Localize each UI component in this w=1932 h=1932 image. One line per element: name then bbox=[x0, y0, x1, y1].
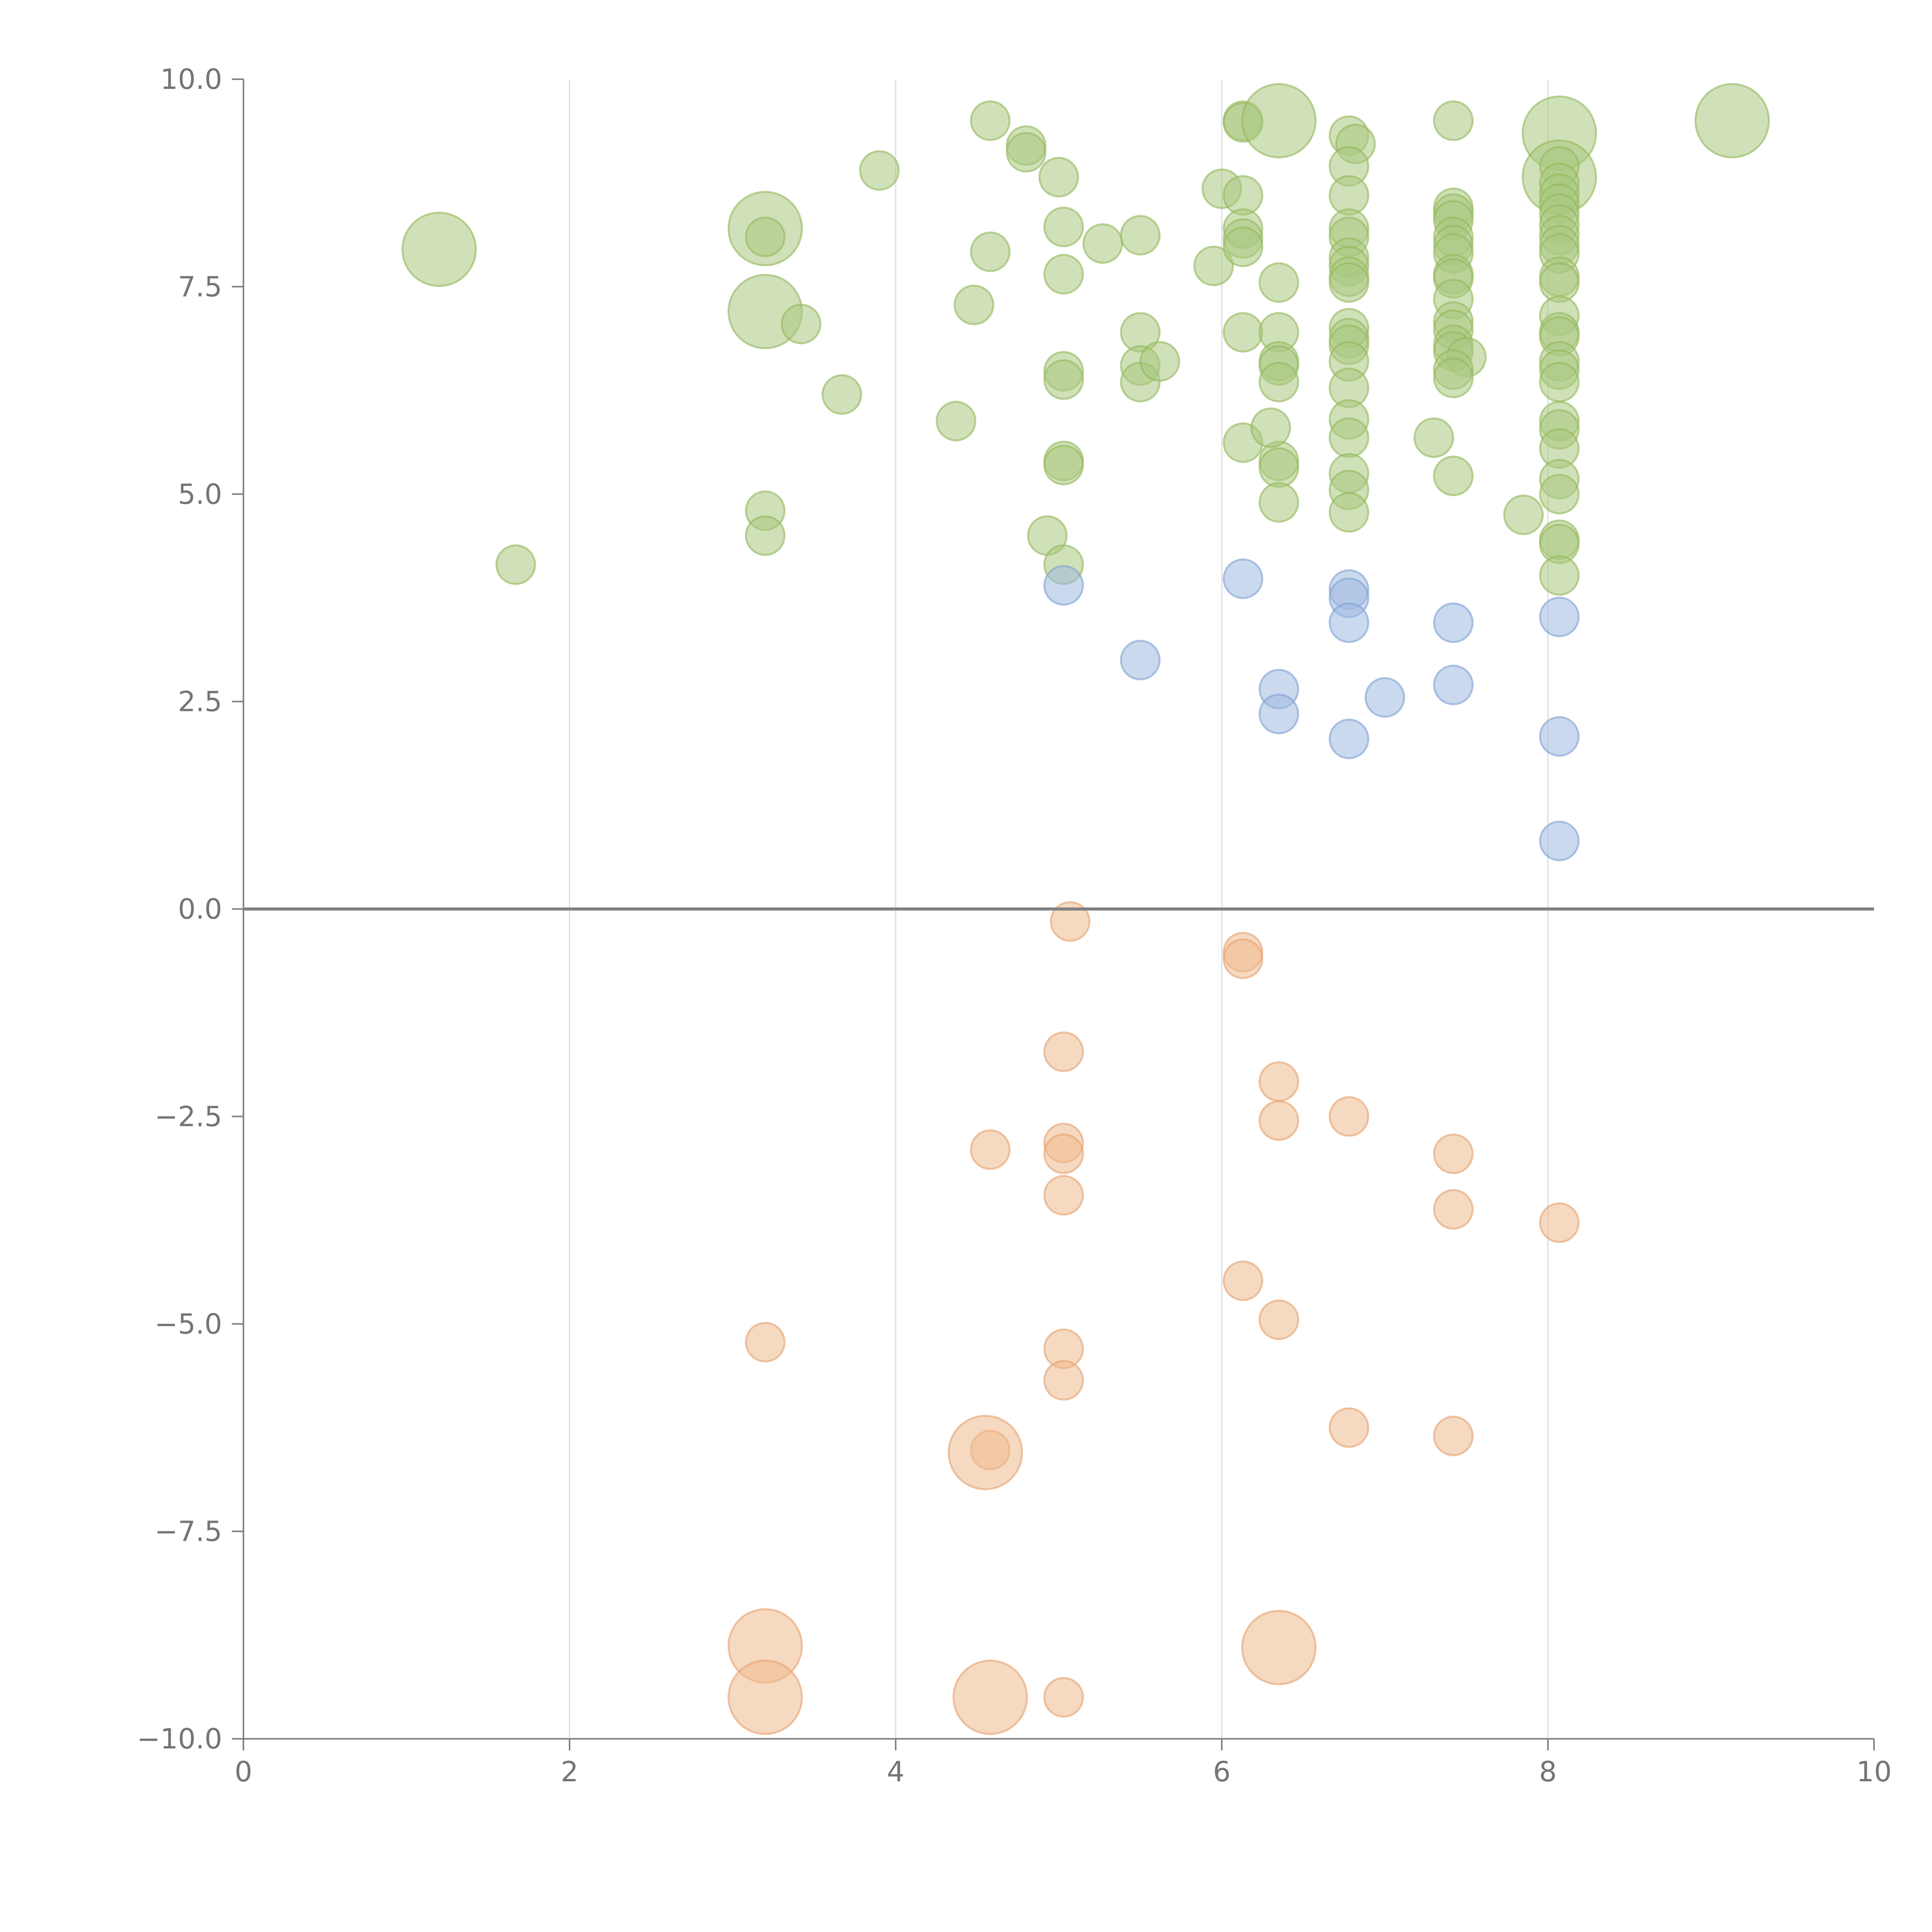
data-point-high bbox=[1193, 245, 1234, 286]
data-point-negative bbox=[952, 1660, 1028, 1735]
data-point-high bbox=[781, 304, 821, 345]
data-point-mid bbox=[1328, 718, 1369, 759]
data-point-negative bbox=[1328, 1407, 1369, 1448]
data-point-high bbox=[1082, 223, 1123, 264]
data-point-negative bbox=[1259, 1299, 1299, 1340]
x-tick-label: 2 bbox=[561, 1755, 578, 1788]
y-tick-label: −5.0 bbox=[155, 1308, 222, 1340]
data-point-negative bbox=[1433, 1189, 1474, 1230]
data-point-high bbox=[1241, 83, 1317, 158]
data-point-mid bbox=[1539, 597, 1580, 638]
data-point-high bbox=[1503, 494, 1544, 535]
data-point-high bbox=[1038, 156, 1079, 197]
data-point-high bbox=[1006, 132, 1047, 173]
data-point-negative bbox=[1539, 1202, 1580, 1243]
x-tick-label: 0 bbox=[235, 1755, 252, 1788]
data-point-mid bbox=[1539, 820, 1580, 861]
data-points bbox=[401, 83, 1770, 1735]
axes bbox=[243, 79, 1874, 1740]
data-point-high bbox=[859, 150, 900, 191]
data-point-mid bbox=[1043, 565, 1084, 606]
data-point-high bbox=[1223, 312, 1264, 353]
data-point-high bbox=[1694, 83, 1770, 158]
data-point-mid bbox=[1539, 716, 1580, 757]
data-point-high bbox=[1250, 407, 1291, 448]
data-point-high bbox=[1259, 482, 1299, 523]
data-point-mid bbox=[1433, 665, 1474, 706]
data-point-negative bbox=[1259, 1061, 1299, 1102]
data-point-mid bbox=[1364, 677, 1405, 718]
data-point-high bbox=[745, 216, 786, 257]
y-tick-label: 7.5 bbox=[178, 270, 222, 303]
data-point-high bbox=[1539, 362, 1580, 403]
data-point-high bbox=[1259, 262, 1299, 303]
data-point-negative bbox=[1259, 1100, 1299, 1141]
data-point-high bbox=[821, 374, 862, 415]
y-tick-label: −10.0 bbox=[137, 1723, 222, 1755]
data-point-high bbox=[495, 544, 536, 585]
data-point-high bbox=[1043, 206, 1084, 247]
y-tick-label: 2.5 bbox=[178, 685, 222, 718]
y-axis-ticks: 10.0 7.5 5.0 2.5 0.0 −2.5 −5.0 −7.5 −10.0 bbox=[137, 63, 243, 1755]
x-tick-label: 6 bbox=[1213, 1755, 1231, 1788]
data-point-high bbox=[1328, 492, 1369, 533]
data-point-negative bbox=[947, 1415, 1023, 1490]
data-point-high bbox=[1413, 417, 1454, 458]
x-tick-label: 8 bbox=[1539, 1755, 1557, 1788]
data-point-negative bbox=[1328, 1096, 1369, 1137]
data-point-mid bbox=[1120, 639, 1161, 680]
data-point-high bbox=[1259, 447, 1299, 488]
data-point-negative bbox=[1433, 1415, 1474, 1456]
data-point-high bbox=[745, 515, 786, 556]
data-point-negative bbox=[1241, 1610, 1317, 1685]
data-point-mid bbox=[1328, 602, 1369, 643]
x-tick-label: 10 bbox=[1856, 1755, 1892, 1788]
data-point-high bbox=[401, 211, 477, 287]
data-point-high bbox=[1433, 100, 1474, 141]
y-tick-label: −7.5 bbox=[155, 1515, 222, 1548]
data-point-high bbox=[1328, 262, 1369, 303]
data-point-negative bbox=[745, 1321, 786, 1362]
data-point-mid bbox=[1433, 602, 1474, 643]
data-point-high bbox=[1539, 474, 1580, 515]
y-tick-label: 10.0 bbox=[160, 63, 222, 95]
data-point-high bbox=[1433, 357, 1474, 398]
data-point-high bbox=[1139, 341, 1180, 382]
x-tick-label: 4 bbox=[887, 1755, 905, 1788]
data-point-high bbox=[1223, 226, 1264, 267]
y-tick-label: 5.0 bbox=[178, 478, 222, 510]
data-point-negative bbox=[1043, 1677, 1084, 1718]
data-point-high bbox=[1259, 362, 1299, 403]
data-point-negative bbox=[1433, 1133, 1474, 1174]
data-point-negative bbox=[1043, 1175, 1084, 1216]
data-point-negative bbox=[727, 1660, 803, 1735]
data-point-negative bbox=[1223, 1260, 1264, 1301]
x-axis-ticks: 0 2 4 6 8 10 bbox=[235, 1739, 1892, 1788]
data-point-high bbox=[1043, 445, 1084, 486]
data-point-mid bbox=[1223, 558, 1264, 599]
data-point-high bbox=[954, 284, 995, 325]
data-point-negative bbox=[1043, 1133, 1084, 1174]
data-point-high bbox=[1433, 456, 1474, 497]
y-tick-label: −2.5 bbox=[155, 1100, 222, 1133]
data-point-high bbox=[970, 100, 1011, 141]
data-point-high bbox=[1328, 417, 1369, 458]
data-point-high bbox=[970, 231, 1011, 272]
data-point-high bbox=[1043, 359, 1084, 400]
data-point-high bbox=[1120, 215, 1161, 256]
data-point-high bbox=[1043, 254, 1084, 295]
data-point-negative bbox=[1043, 1031, 1084, 1072]
y-tick-label: 0.0 bbox=[178, 893, 222, 925]
data-point-mid bbox=[1259, 694, 1299, 735]
data-point-negative bbox=[1050, 901, 1091, 942]
data-point-negative bbox=[970, 1129, 1011, 1170]
data-point-high bbox=[1539, 555, 1580, 596]
data-point-high bbox=[935, 401, 976, 442]
data-point-negative bbox=[1043, 1360, 1084, 1401]
data-point-negative bbox=[1223, 938, 1264, 979]
